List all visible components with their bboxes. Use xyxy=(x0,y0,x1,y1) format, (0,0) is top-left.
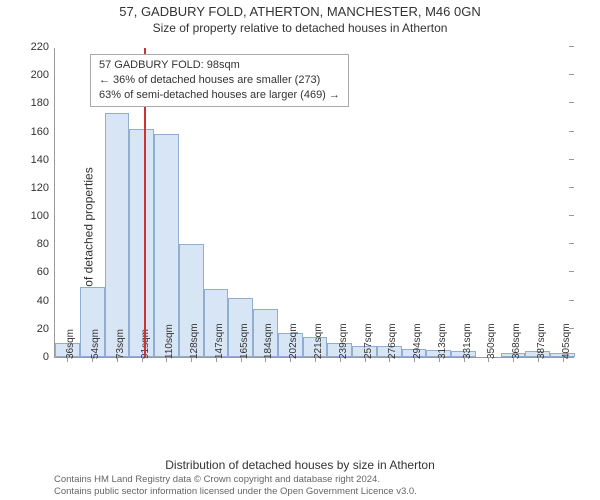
y-tick-mark xyxy=(569,187,574,188)
y-tick-label: 40 xyxy=(37,295,55,307)
x-tick-label: 239sqm xyxy=(338,323,349,359)
x-tick-mark xyxy=(315,357,316,362)
x-tick-mark xyxy=(365,357,366,362)
x-tick-mark xyxy=(191,357,192,362)
y-tick-mark xyxy=(569,102,574,103)
x-tick-label: 36sqm xyxy=(65,329,76,359)
x-tick-label: 368sqm xyxy=(511,323,522,359)
x-tick-mark xyxy=(265,357,266,362)
y-tick-label: 120 xyxy=(31,182,55,194)
x-tick-mark xyxy=(414,357,415,362)
x-tick-mark xyxy=(513,357,514,362)
x-tick-mark xyxy=(290,357,291,362)
x-tick-label: 276sqm xyxy=(387,323,398,359)
y-tick-label: 0 xyxy=(43,351,55,363)
footer-line-2: Contains public sector information licen… xyxy=(54,486,417,498)
histogram-bar xyxy=(129,129,154,357)
x-tick-mark xyxy=(92,357,93,362)
x-tick-mark xyxy=(389,357,390,362)
x-tick-label: 128sqm xyxy=(189,323,200,359)
x-tick-mark xyxy=(488,357,489,362)
x-tick-label: 294sqm xyxy=(412,323,423,359)
y-tick-mark xyxy=(569,243,574,244)
footer: Contains HM Land Registry data © Crown c… xyxy=(54,474,417,498)
x-tick-mark xyxy=(563,357,564,362)
y-tick-mark xyxy=(569,131,574,132)
x-tick-mark xyxy=(340,357,341,362)
histogram-bar xyxy=(105,113,130,357)
y-tick-mark xyxy=(569,215,574,216)
info-line-3: 63% of semi-detached houses are larger (… xyxy=(99,88,340,103)
info-line-2: ← 36% of detached houses are smaller (27… xyxy=(99,73,340,88)
x-tick-label: 110sqm xyxy=(164,324,175,359)
chart-title: 57, GADBURY FOLD, ATHERTON, MANCHESTER, … xyxy=(0,0,600,19)
y-tick-mark xyxy=(569,74,574,75)
x-tick-mark xyxy=(464,357,465,362)
y-tick-mark xyxy=(569,46,574,47)
x-tick-label: 202sqm xyxy=(288,323,299,359)
y-tick-mark xyxy=(569,159,574,160)
x-tick-label: 313sqm xyxy=(437,323,448,359)
x-axis-label: Distribution of detached houses by size … xyxy=(0,458,600,472)
x-tick-mark xyxy=(67,357,68,362)
y-tick-mark xyxy=(569,271,574,272)
x-tick-label: 405sqm xyxy=(561,323,572,359)
x-tick-mark xyxy=(538,357,539,362)
y-tick-label: 20 xyxy=(37,323,55,335)
x-tick-label: 147sqm xyxy=(214,323,225,359)
chart-subtitle: Size of property relative to detached ho… xyxy=(0,19,600,35)
x-tick-mark xyxy=(241,357,242,362)
plot-area: 57 GADBURY FOLD: 98sqm ← 36% of detached… xyxy=(54,48,574,398)
y-tick-label: 180 xyxy=(31,97,55,109)
x-tick-mark xyxy=(142,357,143,362)
x-tick-label: 331sqm xyxy=(462,323,473,359)
x-tick-label: 165sqm xyxy=(239,323,250,359)
y-tick-mark xyxy=(569,300,574,301)
x-tick-label: 221sqm xyxy=(313,323,324,359)
y-tick-label: 80 xyxy=(37,238,55,250)
x-tick-label: 54sqm xyxy=(90,329,101,359)
x-tick-label: 387sqm xyxy=(536,323,547,359)
footer-line-1: Contains HM Land Registry data © Crown c… xyxy=(54,474,417,486)
y-tick-label: 200 xyxy=(31,69,55,81)
x-tick-mark xyxy=(439,357,440,362)
info-line-1: 57 GADBURY FOLD: 98sqm xyxy=(99,58,340,73)
x-tick-mark xyxy=(166,357,167,362)
info-box: 57 GADBURY FOLD: 98sqm ← 36% of detached… xyxy=(90,54,349,107)
y-tick-label: 60 xyxy=(37,266,55,278)
x-tick-label: 73sqm xyxy=(115,329,126,359)
y-tick-label: 220 xyxy=(31,41,55,53)
x-tick-label: 257sqm xyxy=(363,323,374,359)
y-tick-label: 160 xyxy=(31,126,55,138)
x-tick-mark xyxy=(117,357,118,362)
y-tick-label: 140 xyxy=(31,154,55,166)
x-tick-mark xyxy=(216,357,217,362)
x-tick-label: 184sqm xyxy=(263,323,274,359)
y-tick-label: 100 xyxy=(31,210,55,222)
x-tick-label: 350sqm xyxy=(486,323,497,359)
